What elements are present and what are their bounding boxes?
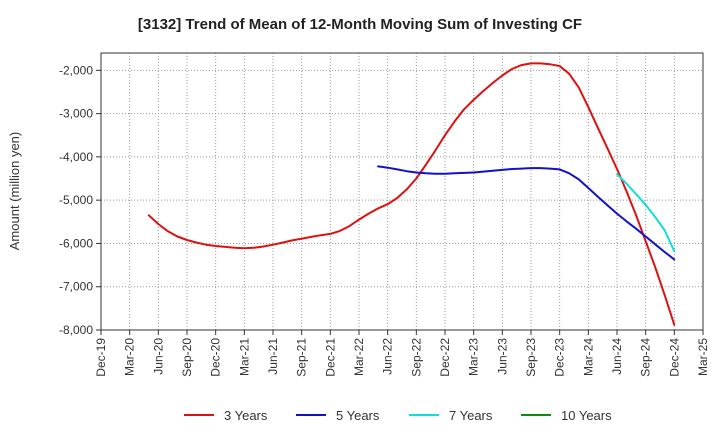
y-axis-label: Amount (million yen) bbox=[7, 132, 22, 251]
y-tick-label: -2,000 bbox=[59, 63, 93, 77]
x-tick-label: Dec-20 bbox=[209, 338, 223, 377]
x-tick-label: Sep-22 bbox=[409, 338, 423, 377]
x-tick-label: Mar-22 bbox=[352, 338, 366, 376]
series-line-3-years bbox=[147, 62, 676, 326]
x-tick-label: Mar-24 bbox=[581, 338, 595, 376]
x-tick-label: Sep-24 bbox=[639, 338, 653, 377]
x-tick-label: Jun-24 bbox=[610, 338, 624, 375]
x-tick-label: Mar-21 bbox=[237, 338, 251, 376]
plot-area bbox=[100, 52, 704, 331]
legend-label-3-years: 3 Years bbox=[224, 408, 268, 423]
chart-title: [3132] Trend of Mean of 12-Month Moving … bbox=[138, 16, 582, 33]
y-tick-label: -5,000 bbox=[59, 193, 93, 207]
x-tick-label: Dec-22 bbox=[438, 338, 452, 377]
x-tick-label: Jun-23 bbox=[495, 338, 509, 375]
legend: 3 Years 5 Years 7 Years 10 Years bbox=[184, 408, 612, 423]
series-lines bbox=[147, 62, 676, 326]
x-tick-label: Sep-23 bbox=[524, 338, 538, 377]
series-line-5-years bbox=[377, 165, 676, 261]
x-tick-label: Mar-20 bbox=[123, 338, 137, 376]
x-tick-label: Sep-20 bbox=[180, 338, 194, 377]
x-tick-label: Mar-23 bbox=[467, 338, 481, 376]
x-tick-label: Jun-21 bbox=[266, 338, 280, 375]
x-tick-label: Dec-21 bbox=[323, 338, 337, 377]
x-tick-label: Jun-22 bbox=[381, 338, 395, 375]
x-tick-label: Mar-25 bbox=[696, 338, 710, 376]
y-tick-label: -8,000 bbox=[59, 323, 93, 337]
x-tick-label: Sep-21 bbox=[295, 338, 309, 377]
grid-lines bbox=[100, 53, 704, 331]
x-axis-ticks: Dec-19 Mar-20 Jun-20 Sep-20 Dec-20 Mar-21 Jun-… bbox=[94, 330, 710, 377]
legend-label-7-years: 7 Years bbox=[449, 408, 493, 423]
legend-label-10-years: 10 Years bbox=[561, 408, 612, 423]
x-tick-label: Dec-19 bbox=[94, 338, 108, 377]
y-tick-label: -6,000 bbox=[59, 236, 93, 250]
y-tick-label: -4,000 bbox=[59, 150, 93, 164]
y-tick-label: -3,000 bbox=[59, 107, 93, 121]
x-tick-label: Jun-20 bbox=[151, 338, 165, 375]
x-tick-label: Dec-24 bbox=[667, 338, 681, 377]
y-tick-label: -7,000 bbox=[59, 280, 93, 294]
x-tick-label: Dec-23 bbox=[553, 338, 567, 377]
series-line-7-years bbox=[616, 173, 676, 253]
y-axis-ticks: -2,000 -3,000 -4,000 -5,000 -6,000 -7,000 -8,0… bbox=[59, 63, 101, 337]
legend-label-5-years: 5 Years bbox=[336, 408, 380, 423]
